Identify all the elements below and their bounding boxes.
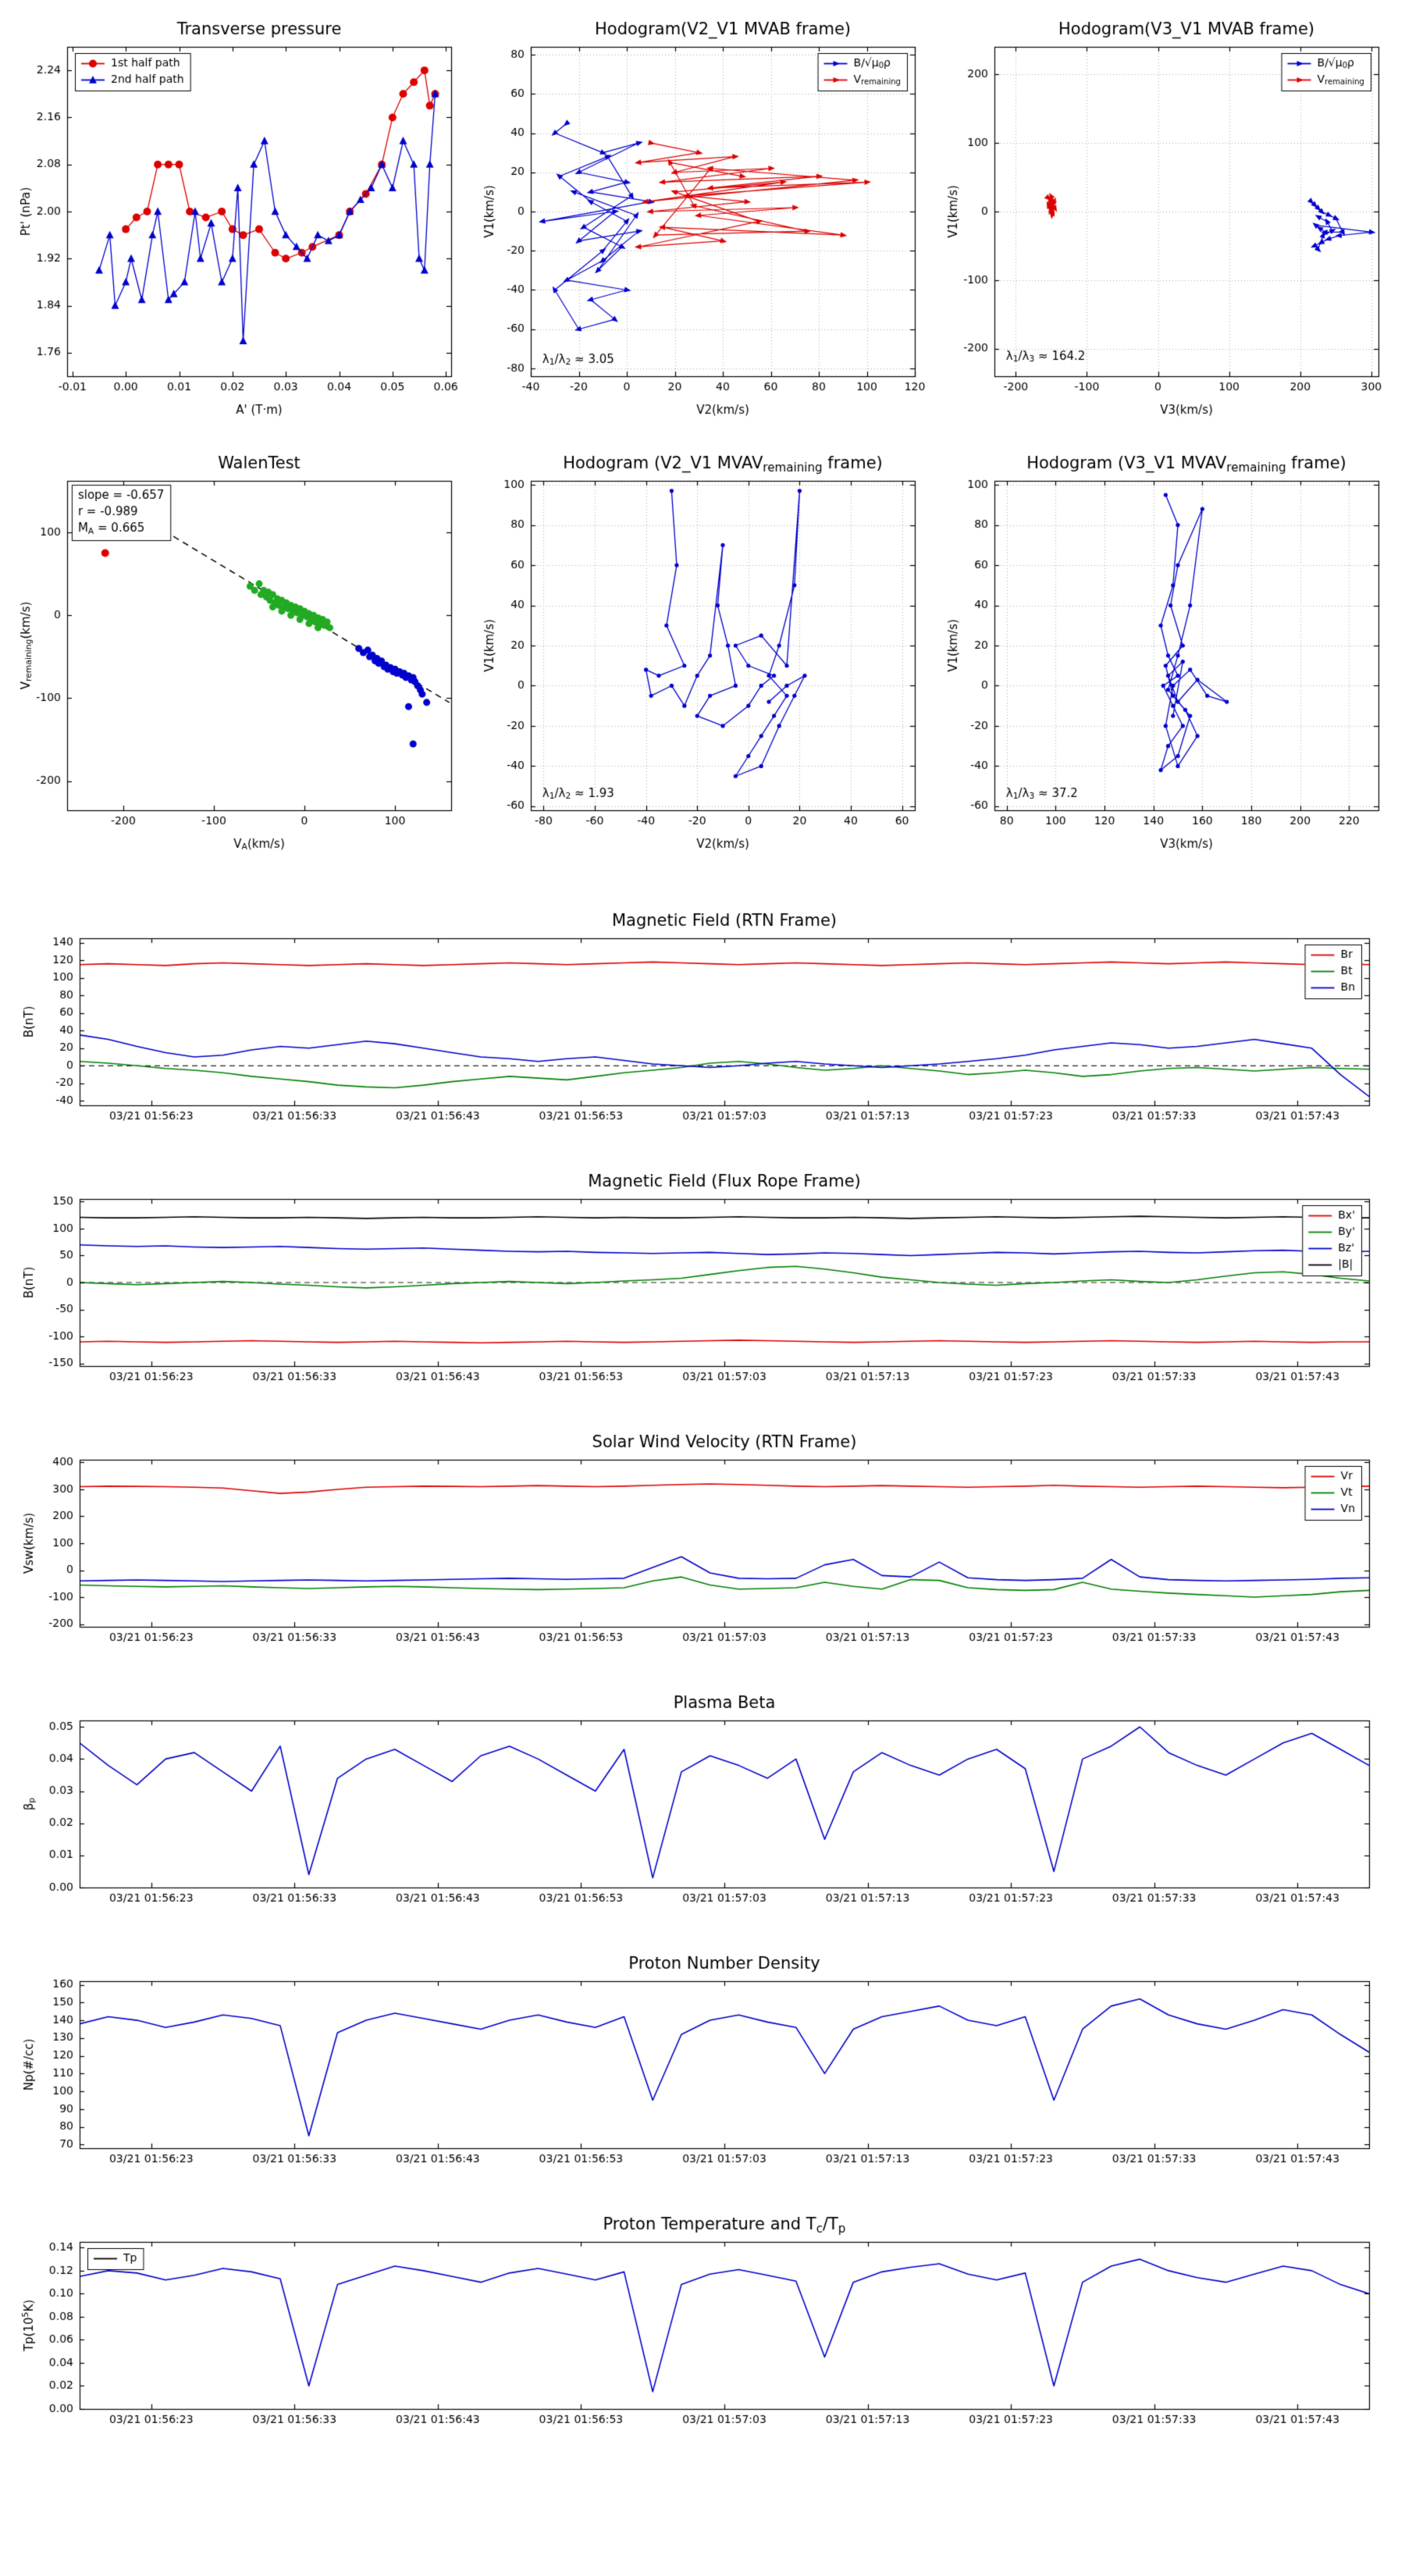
hodogram-v2v1-mvav-cell — [476, 445, 929, 860]
walen-test-cell — [12, 445, 465, 860]
plasma-beta-chart — [16, 1688, 1389, 1922]
hodogram-v3v1-mvab-cell — [940, 11, 1393, 426]
magnetic-field-rtn-chart — [16, 906, 1389, 1140]
proton-temperature-panel — [8, 2209, 1397, 2443]
solar-wind-velocity-chart — [16, 1427, 1389, 1661]
scientific-figure — [8, 11, 1397, 2443]
hodogram-v3v1-mvav-chart — [940, 445, 1393, 860]
magnetic-field-flux-rope-chart — [16, 1166, 1389, 1400]
magnetic-field-rtn-panel — [8, 906, 1397, 1140]
solar-wind-velocity-panel — [8, 1427, 1397, 1661]
proton-number-density-chart — [16, 1948, 1389, 2183]
transverse-pressure-chart — [12, 11, 465, 426]
hodogram-v2v1-mvab-cell — [476, 11, 929, 426]
magnetic-field-flux-rope-panel — [8, 1166, 1397, 1400]
transverse-pressure-cell — [12, 11, 465, 426]
walen-test-chart — [12, 445, 465, 860]
plasma-beta-panel — [8, 1688, 1397, 1922]
proton-temperature-chart — [16, 2209, 1389, 2443]
hodogram-v3v1-mvav-cell — [940, 445, 1393, 860]
hodogram-row-1 — [12, 11, 1393, 426]
proton-number-density-panel — [8, 1948, 1397, 2183]
hodogram-v3v1-mvab-chart — [940, 11, 1393, 426]
hodogram-v2v1-mvab-chart — [476, 11, 929, 426]
hodogram-v2v1-mvav-chart — [476, 445, 929, 860]
hodogram-row-2 — [12, 445, 1393, 860]
